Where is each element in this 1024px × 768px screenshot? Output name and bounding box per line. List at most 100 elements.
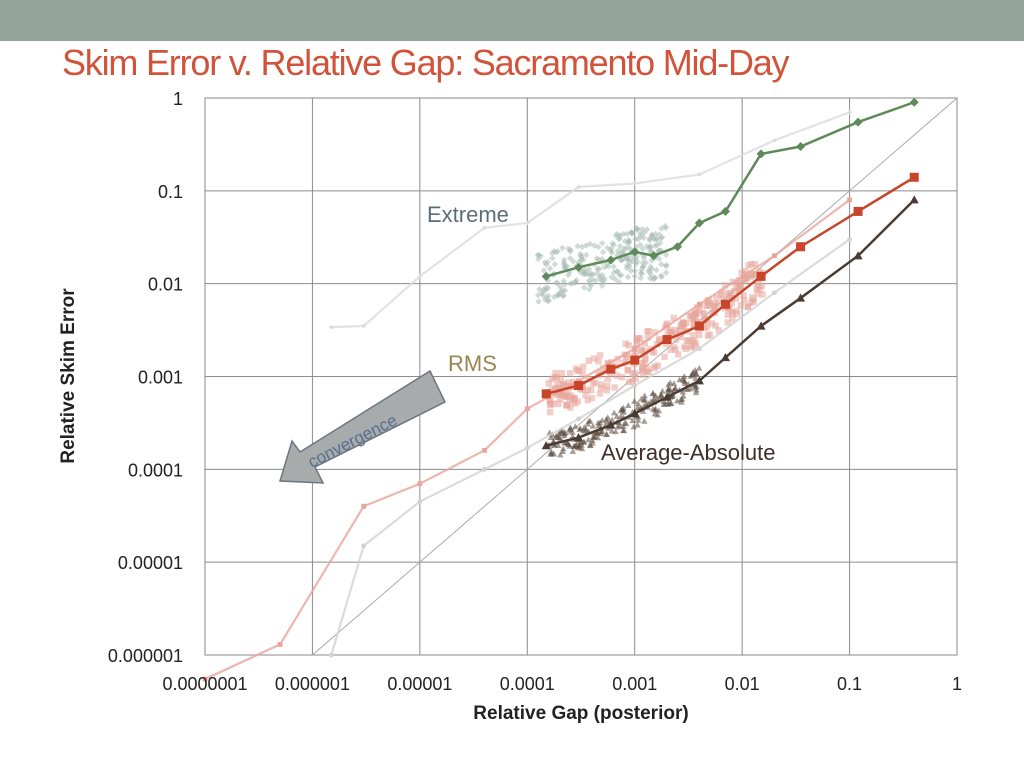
cloud-point [561,287,569,294]
cloud-point [639,263,647,271]
cloud-point [658,225,665,232]
cloud-point [554,434,562,440]
cloud-point [604,375,611,383]
cloud-point [643,226,651,233]
cloud-point [577,261,585,269]
cloud-point [688,344,695,351]
cloud-point [614,247,622,255]
cloud-point [732,295,740,302]
data-point [524,406,530,412]
cloud-point [549,400,557,407]
cloud-point [550,450,558,457]
data-point [853,206,863,216]
cloud-point [651,328,658,336]
data-point [649,251,659,261]
cloud-point [622,420,630,427]
cloud-point [590,355,598,362]
x-tick-label: 0.01 [725,674,760,694]
cloud-point [677,333,685,341]
cloud-point [551,261,559,268]
cloud-point [625,378,633,386]
y-axis-title: Relative Skim Error [58,288,79,464]
y-tick-label: 0.01 [148,275,183,295]
cloud-point [634,416,642,423]
cloud-point [535,298,542,305]
data-point [361,543,367,549]
cloud-point [661,222,669,230]
cloud-point [663,340,670,348]
cloud-point [712,322,719,329]
cloud-point [729,310,736,317]
cloud-point [732,284,740,291]
cloud-point [647,244,654,251]
cloud-point [611,384,618,391]
data-point [576,378,581,384]
cloud-point [540,286,547,294]
cloud-point [562,439,570,446]
data-point [524,445,530,451]
cloud-point [544,284,552,292]
series-line [330,238,851,656]
cloud-point [601,264,608,271]
data-point [574,433,584,442]
cloud-point [595,243,602,251]
cloud-point [637,335,644,342]
cloud-point [724,311,732,318]
cloud-point [630,423,637,430]
cloud-point [690,337,698,344]
cloud-point [756,286,763,294]
cloud-point [692,389,700,396]
cloud-point [713,294,720,301]
cloud-point [748,260,755,268]
cloud-point [631,267,639,275]
cloud-point [585,269,592,277]
cloud-point [656,337,663,344]
cloud-point [627,267,635,275]
cloud-point [583,251,590,259]
cloud-point [545,380,553,387]
cloud-point [667,346,674,354]
series-average-absolute-other-runs [328,236,852,658]
cloud-point [624,366,631,374]
cloud-point [582,425,590,432]
arrow-icon [279,369,446,484]
cloud-point [576,426,583,432]
cloud-point [672,346,679,353]
cloud-point [613,372,621,379]
cloud-point [575,367,583,374]
data-point [576,416,581,422]
cloud-point [618,374,626,381]
cloud-point [637,274,644,282]
cloud-point [633,253,640,260]
cloud-point [730,287,738,295]
cloud-point [550,247,558,255]
cloud-point [608,273,615,281]
cloud-point [642,355,649,363]
cloud-point [680,377,688,383]
cloud-point [594,270,601,277]
cloud-point [560,292,567,300]
cloud-point [546,408,554,416]
cloud-point [629,417,636,424]
cloud-point [682,345,689,352]
data-point [721,353,731,362]
cloud-point [563,263,571,270]
cloud-point [638,347,645,354]
cloud-point [749,294,756,301]
data-point [606,420,616,429]
cloud-point [663,321,670,329]
data-point [630,247,640,257]
cloud-point [584,396,591,404]
cloud-point [690,320,697,327]
cloud-point [644,328,651,335]
cloud-point [607,245,615,252]
cloud-point [631,272,639,280]
cloud-point [672,336,680,343]
data-point [574,262,584,272]
cloud-point [719,288,726,296]
cloud-point [567,280,574,287]
cloud-point [570,378,577,386]
cloud-point [672,331,679,338]
cloud-point [554,380,561,388]
